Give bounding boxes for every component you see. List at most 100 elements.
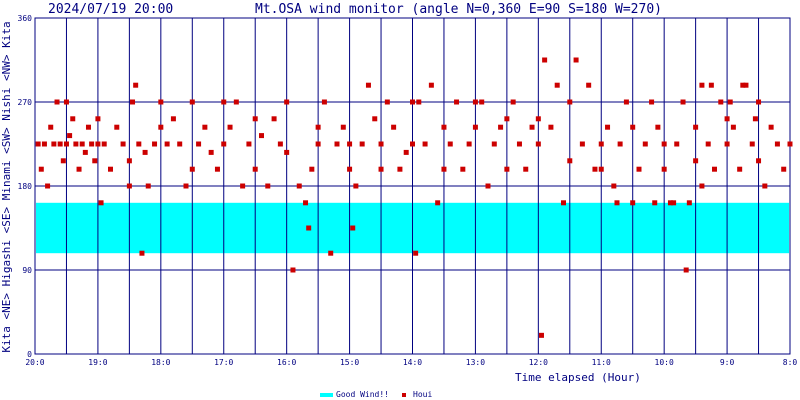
legend-good-wind-swatch: [320, 393, 333, 397]
houi-point: [98, 200, 104, 206]
houi-point: [617, 141, 623, 147]
houi-point: [762, 183, 768, 189]
houi-point: [208, 149, 214, 155]
houi-point: [277, 141, 283, 147]
houi-point: [535, 141, 541, 147]
houi-point: [671, 200, 677, 206]
houi-point: [265, 183, 271, 189]
houi-point: [567, 158, 573, 164]
houi-point: [535, 116, 541, 122]
houi-point: [538, 332, 544, 338]
houi-point: [573, 57, 579, 63]
houi-point: [510, 99, 516, 105]
timestamp-label: 2024/07/19 20:00: [48, 2, 173, 17]
houi-point: [334, 141, 340, 147]
houi-point: [611, 183, 617, 189]
houi-point: [636, 166, 642, 172]
houi-point: [41, 141, 47, 147]
houi-point: [712, 166, 717, 172]
houi-point: [202, 124, 208, 130]
houi-point: [284, 149, 290, 155]
houi-point: [667, 200, 673, 206]
houi-point: [290, 267, 296, 273]
houi-point: [410, 99, 415, 105]
houi-point: [781, 166, 787, 172]
houi-point: [740, 82, 746, 88]
houi-point: [724, 116, 730, 122]
houi-point: [120, 141, 126, 147]
houi-point: [693, 124, 699, 130]
houi-point: [447, 141, 453, 147]
houi-point: [516, 141, 522, 147]
x-tick-label: 19:0: [88, 358, 107, 367]
houi-point: [63, 99, 69, 105]
houi-point: [441, 166, 447, 172]
houi-point: [158, 124, 164, 130]
houi-point: [315, 124, 321, 130]
houi-point: [693, 158, 699, 164]
houi-point: [598, 141, 604, 147]
houi-point: [340, 124, 346, 130]
houi-point: [63, 141, 69, 147]
houi-point: [768, 124, 774, 130]
houi-point: [699, 183, 705, 189]
x-tick-label: 16:0: [277, 358, 296, 367]
houi-point: [60, 158, 66, 164]
houi-point: [76, 166, 82, 172]
x-tick-label: 13:0: [466, 358, 485, 367]
houi-point: [221, 141, 227, 147]
houi-point: [95, 141, 101, 147]
houi-point: [114, 124, 120, 130]
houi-point: [529, 124, 535, 130]
houi-point: [460, 166, 466, 172]
houi-point: [271, 116, 277, 122]
houi-point: [82, 149, 88, 155]
houi-point: [674, 141, 680, 147]
houi-point: [259, 133, 264, 139]
houi-point: [133, 82, 139, 88]
houi-point: [472, 99, 478, 105]
y-tick-label: 270: [18, 98, 33, 107]
houi-point: [315, 141, 321, 147]
houi-point: [630, 200, 636, 206]
houi-point: [89, 141, 95, 147]
houi-point: [413, 250, 419, 256]
houi-point: [164, 141, 170, 147]
x-tick-label: 9:0: [720, 358, 735, 367]
legend-houi-swatch: [402, 393, 406, 397]
y-tick-label: 0: [27, 350, 32, 359]
legend-good-wind-label: Good Wind!!: [336, 390, 389, 399]
houi-point: [743, 82, 749, 88]
houi-point: [233, 99, 239, 105]
houi-point: [708, 82, 714, 88]
houi-point: [350, 225, 356, 231]
houi-point: [252, 116, 258, 122]
houi-point: [737, 166, 743, 172]
houi-point: [177, 141, 183, 147]
houi-point: [48, 124, 54, 130]
houi-point: [45, 183, 51, 189]
houi-point: [598, 166, 604, 172]
x-tick-label: 17:0: [214, 358, 233, 367]
houi-point: [296, 183, 302, 189]
plot-area: 20:0 19:0 18:0 17:0 16:0 15:0 14:0 13:0 12:0 11:0…: [0, 14, 797, 367]
houi-point: [504, 166, 510, 172]
houi-point: [347, 166, 353, 172]
houi-point: [196, 141, 202, 147]
houi-point: [554, 82, 560, 88]
legend: Good Wind!! Houi: [320, 390, 432, 399]
houi-point: [756, 158, 762, 164]
houi-point: [774, 141, 780, 147]
houi-point: [130, 99, 136, 105]
houi-point: [504, 116, 510, 122]
houi-point: [384, 99, 390, 105]
y-tick-label: 360: [18, 14, 33, 23]
houi-point: [85, 124, 91, 130]
houi-point: [727, 99, 733, 105]
x-tick-label: 18:0: [151, 358, 170, 367]
houi-point: [365, 82, 371, 88]
houi-point: [724, 141, 730, 147]
houi-point: [561, 200, 566, 206]
houi-point: [391, 124, 397, 130]
houi-point: [101, 141, 107, 147]
